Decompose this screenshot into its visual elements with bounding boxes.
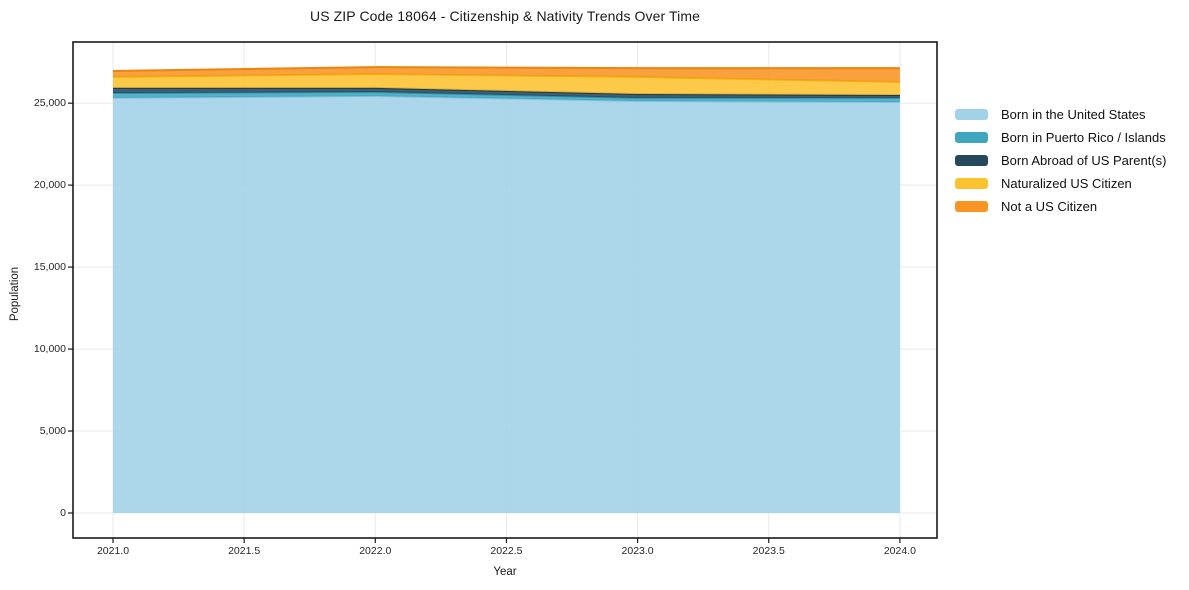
area-series <box>113 74 900 95</box>
legend-label: Not a US Citizen <box>1001 199 1098 214</box>
legend-item: Born Abroad of US Parent(s) <box>955 149 1166 172</box>
x-tick-label: 2021.5 <box>228 545 261 557</box>
area-series <box>113 96 900 513</box>
chart-title: US ZIP Code 18064 - Citizenship & Nativi… <box>309 8 701 24</box>
x-tick-label: 2022.5 <box>490 545 523 557</box>
y-tick-label: 0 <box>60 507 66 519</box>
x-tick-label: 2023.0 <box>621 545 654 557</box>
legend-item: Not a US Citizen <box>955 195 1166 218</box>
legend-swatch <box>955 201 988 212</box>
x-tick-label: 2022.0 <box>359 545 392 557</box>
legend-label: Born in Puerto Rico / Islands <box>1001 130 1166 145</box>
legend-label: Born Abroad of US Parent(s) <box>1001 153 1167 168</box>
legend-item: Born in Puerto Rico / Islands <box>955 126 1166 149</box>
y-tick-label: 10,000 <box>33 343 66 356</box>
legend-swatch <box>955 132 988 143</box>
legend-swatch <box>955 155 988 166</box>
legend-label: Born in the United States <box>1001 107 1146 122</box>
area-series-topline <box>112 66 900 72</box>
legend-label: Naturalized US Citizen <box>1001 176 1132 191</box>
legend-swatch <box>955 109 988 120</box>
x-axis-label: Year <box>493 566 517 578</box>
plot-border <box>72 41 938 539</box>
legend-item: Born in the United States <box>955 103 1166 126</box>
x-tick-label: 2021.0 <box>96 545 130 557</box>
legend: Born in the United States Born in Puerto … <box>955 103 1166 218</box>
y-tick-label: 20,000 <box>33 179 66 192</box>
y-axis-label: Population <box>9 266 21 322</box>
legend-item: Naturalized US Citizen <box>955 172 1166 195</box>
y-tick-label: 5,000 <box>39 425 66 438</box>
y-tick-label: 25,000 <box>33 97 66 110</box>
area-series <box>113 87 900 98</box>
x-tick-label: 2024.0 <box>883 545 916 557</box>
area-series <box>113 67 900 82</box>
y-tick-label: 15,000 <box>33 261 66 274</box>
area-series <box>113 92 900 102</box>
legend-swatch <box>955 178 988 189</box>
x-tick-label: 2023.5 <box>752 545 785 557</box>
